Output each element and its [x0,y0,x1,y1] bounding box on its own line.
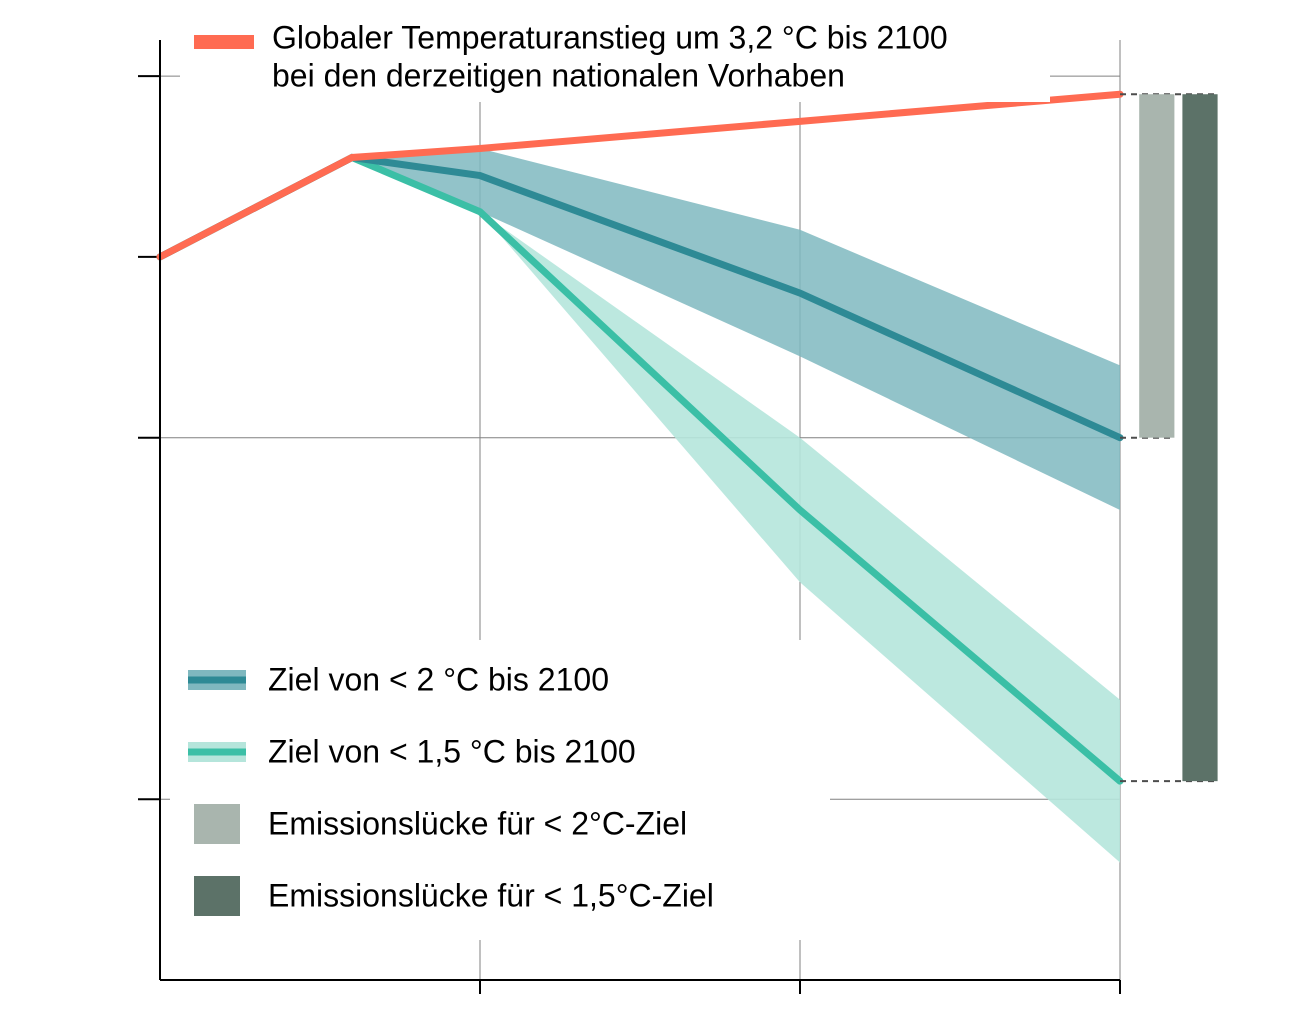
legend-top: Globaler Temperaturanstieg um 3,2 °C bis… [180,10,1050,102]
legend-swatch-rect [194,804,240,844]
legend-swatch-rect [194,876,240,916]
legend-top-line1: Globaler Temperaturanstieg um 3,2 °C bis… [272,19,948,55]
gap-bar-2c [1139,94,1174,437]
legend-item-label: Emissionslücke für < 2°C-Ziel [268,805,687,841]
legend-bottom: Ziel von < 2 °C bis 2100 Ziel von < 1,5 °… [170,640,830,940]
legend-item-label: Ziel von < 2 °C bis 2100 [268,661,609,697]
gap-bar-1-5c [1182,94,1217,781]
legend-item-label: Emissionslücke für < 1,5°C-Ziel [268,877,714,913]
legend-item-label: Ziel von < 1,5 °C bis 2100 [268,733,636,769]
legend-top-line2: bei den derzeitigen nationalen Vorhaben [272,57,845,93]
emissions-chart: Globaler Temperaturanstieg um 3,2 °C bis… [0,0,1289,1020]
